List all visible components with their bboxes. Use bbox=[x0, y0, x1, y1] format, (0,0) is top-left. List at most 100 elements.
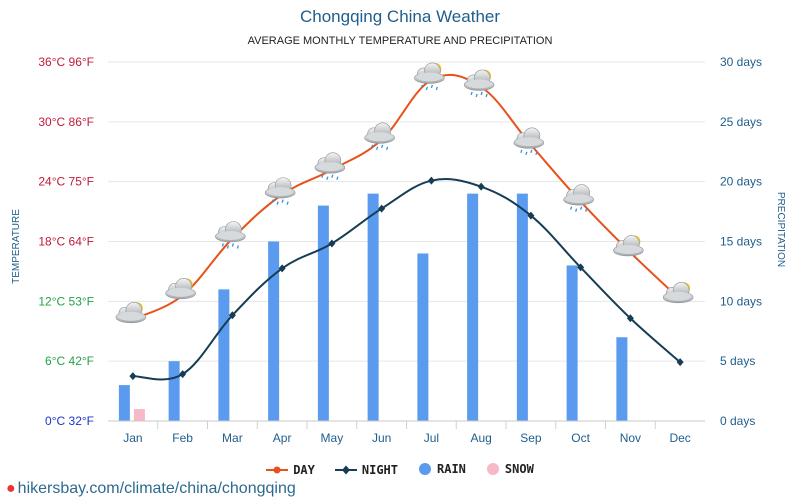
cloud-part bbox=[316, 162, 343, 172]
x-tick-label: Nov bbox=[620, 431, 641, 445]
rain-drop bbox=[520, 149, 523, 153]
legend-label: NIGHT bbox=[361, 463, 398, 477]
legend-item-rain[interactable]: RAIN bbox=[418, 462, 466, 476]
rain-drop bbox=[276, 201, 279, 205]
source-link[interactable]: ● hikersbay.com/climate/china/chongqing bbox=[6, 480, 296, 498]
rain-drop bbox=[326, 176, 329, 180]
rain-drop bbox=[585, 208, 588, 212]
rain-bar bbox=[168, 361, 180, 421]
night-point bbox=[378, 204, 386, 213]
rain-drop bbox=[485, 93, 488, 98]
cloud-rain-icon bbox=[563, 184, 594, 212]
rain-drop bbox=[386, 146, 389, 150]
rain-drop bbox=[381, 144, 384, 148]
x-tick-label: Oct bbox=[571, 431, 590, 445]
source-url: hikersbay.com/climate/china/chongqing bbox=[17, 480, 296, 497]
rain-bar bbox=[516, 193, 528, 421]
cloud-sun-icon bbox=[662, 282, 694, 304]
rain-drop bbox=[475, 93, 478, 98]
rain-drop bbox=[575, 208, 578, 212]
cloud-rain-icon bbox=[215, 221, 246, 249]
snow-bar bbox=[133, 409, 145, 421]
cloud-part bbox=[267, 187, 294, 197]
cloud-part bbox=[366, 132, 393, 142]
x-tick-label: Apr bbox=[273, 431, 292, 445]
cloud-sun-rain-icon bbox=[414, 62, 445, 91]
right-tick-label: 15 days bbox=[720, 235, 762, 249]
rain-bar bbox=[616, 337, 628, 421]
cloud-rain-icon bbox=[264, 177, 296, 205]
rain-drop bbox=[570, 206, 573, 210]
rain-drop bbox=[281, 199, 284, 203]
right-tick-label: 10 days bbox=[720, 294, 762, 308]
x-tick-label: May bbox=[321, 431, 344, 445]
rain-drop bbox=[535, 151, 538, 155]
left-tick-label: 18°C 64°F bbox=[38, 235, 94, 249]
x-tick-label: Jun bbox=[372, 431, 391, 445]
rain-drop bbox=[530, 149, 533, 153]
night-point bbox=[477, 182, 485, 191]
left-tick-label: 24°C 75°F bbox=[38, 175, 94, 189]
legend-label: DAY bbox=[293, 463, 315, 477]
rain-drop bbox=[480, 91, 483, 96]
rain-bar bbox=[268, 241, 280, 421]
right-tick-label: 30 days bbox=[720, 55, 762, 69]
rain-bar bbox=[218, 289, 230, 421]
cloud-rain-icon bbox=[314, 152, 346, 180]
chart-subtitle: AVERAGE MONTHLY TEMPERATURE AND PRECIPIT… bbox=[247, 35, 553, 47]
cloud-part bbox=[466, 79, 493, 89]
rain-drop bbox=[580, 206, 583, 210]
rain-drop bbox=[236, 245, 239, 249]
legend-swatch-icon bbox=[334, 465, 357, 475]
rain-drop bbox=[425, 86, 428, 91]
night-point bbox=[577, 263, 585, 272]
rain-drop bbox=[435, 86, 438, 91]
left-tick-label: 12°C 53°F bbox=[38, 294, 94, 308]
rain-drop bbox=[286, 201, 289, 205]
left-axis-title: TEMPERATURE bbox=[11, 209, 22, 284]
night-point bbox=[626, 314, 634, 323]
night-point bbox=[328, 239, 336, 248]
cloud-sun-icon bbox=[613, 235, 644, 257]
cloud-rain-icon bbox=[364, 122, 395, 150]
night-point bbox=[427, 176, 435, 185]
legend-swatch-icon bbox=[486, 463, 499, 475]
legend-label: RAIN bbox=[437, 462, 466, 476]
x-tick-label: Dec bbox=[669, 431, 690, 445]
rain-drop bbox=[525, 151, 528, 155]
rain-drop bbox=[271, 199, 274, 203]
rain-bar bbox=[566, 265, 578, 421]
cloud-part bbox=[565, 194, 592, 204]
night-point bbox=[179, 370, 187, 379]
location-pin-icon: ● bbox=[6, 480, 16, 497]
legend-item-snow[interactable]: SNOW bbox=[486, 462, 534, 476]
day-line bbox=[132, 73, 681, 321]
night-line bbox=[132, 178, 681, 381]
cloud-part bbox=[665, 291, 692, 301]
rain-drop bbox=[376, 146, 379, 150]
night-point bbox=[527, 211, 535, 220]
rain-drop bbox=[430, 84, 433, 89]
right-tick-label: 20 days bbox=[720, 175, 762, 189]
x-tick-label: Aug bbox=[470, 431, 491, 445]
cloud-part bbox=[615, 244, 642, 254]
x-tick-label: Jul bbox=[424, 431, 439, 445]
rain-bar bbox=[467, 193, 479, 421]
legend-item-night[interactable]: NIGHT bbox=[334, 463, 398, 477]
rain-drop bbox=[226, 245, 229, 249]
legend-item-day[interactable]: DAY bbox=[266, 463, 315, 477]
legend-swatch-icon bbox=[419, 463, 431, 475]
night-point bbox=[278, 264, 286, 273]
x-tick-label: Jan bbox=[123, 431, 142, 445]
left-tick-label: 36°C 96°F bbox=[38, 55, 94, 69]
left-tick-label: 0°C 32°F bbox=[45, 414, 94, 428]
left-tick-label: 30°C 86°F bbox=[38, 115, 94, 129]
cloud-sun-icon bbox=[165, 278, 196, 300]
rain-drop bbox=[470, 91, 473, 96]
rain-bar bbox=[417, 253, 429, 421]
right-tick-label: 5 days bbox=[720, 354, 755, 368]
right-axis-title: PRECIPITATION bbox=[775, 192, 786, 267]
x-tick-label: Feb bbox=[172, 431, 193, 445]
x-tick-label: Mar bbox=[222, 431, 243, 445]
